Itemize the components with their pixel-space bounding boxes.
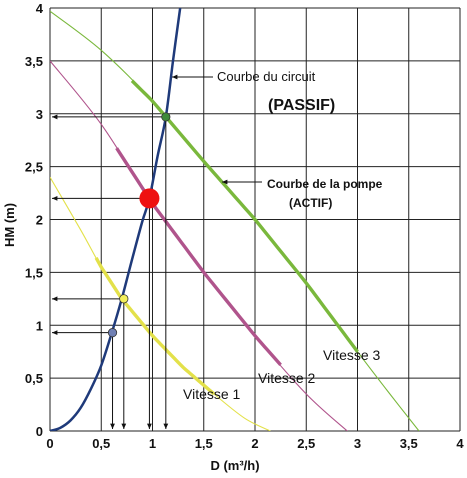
x-tick-label: 4 [456,436,464,451]
y-axis-label: HM (m) [2,203,17,247]
speed2-label: Vitesse 2 [258,370,316,386]
x-tick-label: 1,5 [195,436,213,451]
operating-point [161,112,171,122]
operating-point [139,188,160,209]
series-highlight-vitesse-3 [130,79,359,353]
circuit-sub-label: (PASSIF) [268,97,335,114]
series-highlight-vitesse-2 [115,147,282,367]
y-tick-label: 1 [36,318,43,333]
operating-points [107,112,171,338]
pump-label: Courbe de la pompe [267,177,383,191]
x-axis-label: D (m³/h) [210,458,259,473]
x-tick-label: 3 [354,436,361,451]
series-highlight-vitesse-1 [94,257,216,396]
speed1-label: Vitesse 1 [183,386,241,402]
y-tick-label: 3,5 [25,54,43,69]
x-tick-label: 0 [46,436,53,451]
x-tick-label: 2,5 [297,436,315,451]
y-axis-ticks: 0 0,5 1 1,5 2 2,5 3 3,5 4 [25,1,44,439]
y-tick-label: 4 [36,1,44,16]
operating-point [107,328,118,338]
speed3-label: Vitesse 3 [323,347,381,363]
circuit-label: Courbe du circuit [217,69,316,84]
y-tick-label: 2,5 [25,160,43,175]
y-tick-label: 0,5 [25,371,43,386]
x-tick-label: 1 [149,436,156,451]
x-tick-label: 2 [251,436,258,451]
y-tick-label: 1,5 [25,265,43,280]
x-tick-label: 0,5 [92,436,110,451]
y-tick-label: 0 [36,424,43,439]
x-tick-label: 3,5 [400,436,418,451]
guide-arrows [52,114,169,429]
y-tick-label: 2 [36,213,43,228]
operating-point [119,294,129,304]
x-axis-ticks: 0 0,5 1 1,5 2 2,5 3 3,5 4 [46,436,464,451]
y-tick-label: 3 [36,107,43,122]
pump-sub-label: (ACTIF) [289,196,332,210]
